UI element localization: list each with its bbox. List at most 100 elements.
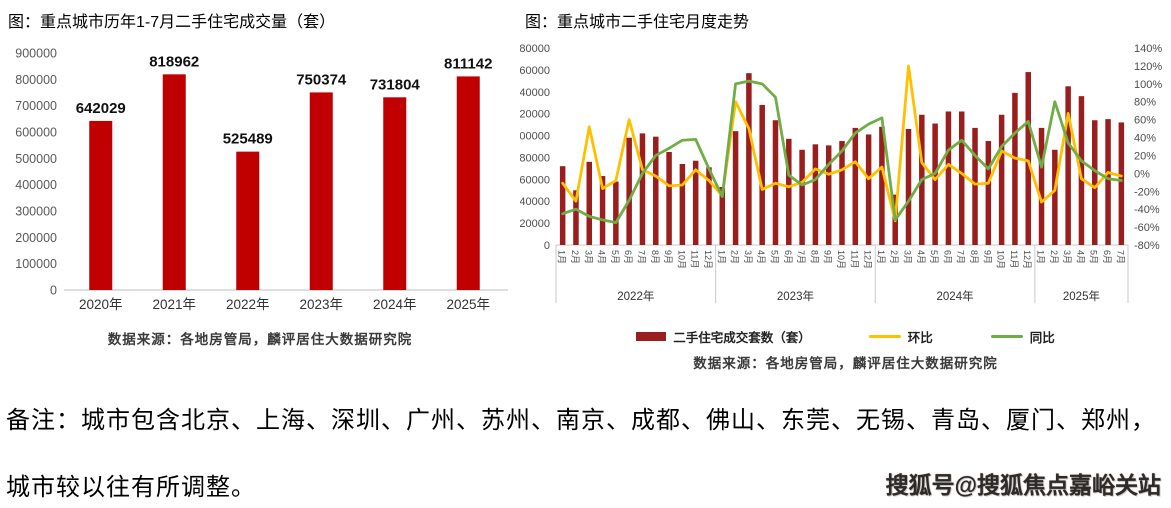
svg-text:80000: 80000 (520, 152, 550, 164)
legend-label-mom: 环比 (907, 331, 933, 345)
svg-text:11月: 11月 (849, 250, 859, 268)
monthly-trend-chart: 0 20000 40000 60000 80000 100000 120000 140000 1… (520, 43, 1162, 303)
svg-text:8月: 8月 (650, 250, 660, 264)
svg-text:2025年: 2025年 (446, 297, 490, 312)
svg-text:3月: 3月 (903, 250, 913, 264)
svg-text:1月: 1月 (876, 250, 886, 264)
svg-text:10月: 10月 (836, 250, 846, 269)
svg-text:2月: 2月 (1049, 250, 1059, 264)
svg-text:4月: 4月 (1075, 250, 1085, 264)
legend-label-yoy: 同比 (1029, 331, 1055, 345)
svg-text:2022年: 2022年 (617, 289, 654, 303)
svg-text:-20%: -20% (1134, 186, 1160, 198)
svg-text:140000: 140000 (520, 87, 550, 99)
svg-text:2023年: 2023年 (299, 297, 343, 312)
svg-text:7月: 7月 (1115, 250, 1125, 264)
svg-text:-80%: -80% (1134, 240, 1160, 252)
svg-text:100%: 100% (1134, 79, 1162, 91)
legend-mom-line-swatch (868, 334, 901, 339)
svg-text:9月: 9月 (663, 250, 673, 264)
svg-text:2022年: 2022年 (226, 297, 270, 312)
svg-text:10月: 10月 (676, 250, 686, 269)
svg-text:1月: 1月 (1036, 250, 1046, 264)
svg-text:900000: 900000 (15, 47, 57, 61)
svg-text:7月: 7月 (956, 250, 966, 264)
monthly-chart-legend: 二手住宅成交套数（套） 环比 同比 (520, 327, 1171, 346)
footnote-line-1: 备注：城市包含北京、上海、深圳、广州、苏州、南京、成都、佛山、东莞、无锡、青岛、… (6, 408, 1156, 434)
svg-text:800000: 800000 (15, 73, 57, 87)
svg-text:160000: 160000 (520, 65, 550, 77)
svg-text:4月: 4月 (916, 250, 926, 264)
annual-chart-title: 图：重点城市历年1-7月二手住宅成交量（套） (8, 14, 336, 31)
svg-text:7月: 7月 (796, 250, 806, 264)
svg-text:12月: 12月 (1022, 250, 1032, 269)
svg-text:642029: 642029 (76, 100, 126, 117)
svg-text:20%: 20% (1134, 150, 1156, 162)
svg-text:-60%: -60% (1134, 222, 1160, 234)
svg-text:12月: 12月 (703, 250, 713, 269)
svg-text:2020年: 2020年 (79, 297, 123, 312)
legend-yoy-line-swatch (990, 334, 1023, 339)
svg-text:40000: 40000 (520, 196, 550, 208)
svg-text:600000: 600000 (15, 126, 57, 140)
svg-text:2024年: 2024年 (937, 289, 974, 303)
svg-text:7月: 7月 (636, 250, 646, 264)
svg-text:140%: 140% (1134, 43, 1162, 55)
svg-text:300000: 300000 (15, 205, 57, 219)
svg-text:120000: 120000 (520, 109, 550, 121)
svg-text:5月: 5月 (1089, 250, 1099, 264)
svg-text:80%: 80% (1134, 97, 1156, 109)
svg-text:8月: 8月 (969, 250, 979, 264)
svg-text:0: 0 (50, 284, 57, 298)
svg-text:40%: 40% (1134, 133, 1156, 145)
svg-text:818962: 818962 (149, 53, 199, 70)
svg-text:11月: 11月 (690, 250, 700, 268)
svg-text:400000: 400000 (15, 178, 57, 192)
svg-text:60%: 60% (1134, 115, 1156, 127)
svg-text:60000: 60000 (520, 174, 550, 186)
svg-text:811142: 811142 (444, 55, 492, 72)
svg-text:3月: 3月 (583, 250, 593, 264)
legend-item-mom: 环比 (868, 327, 933, 346)
svg-text:11月: 11月 (1009, 250, 1019, 268)
annual-chart-source: 数据来源：各地房管局，麟评居住大数据研究院 (107, 332, 413, 347)
svg-text:120%: 120% (1134, 61, 1162, 73)
svg-text:100000: 100000 (15, 257, 57, 271)
svg-text:4月: 4月 (597, 250, 607, 264)
svg-text:750374: 750374 (296, 71, 347, 88)
svg-text:2025年: 2025年 (1063, 289, 1100, 303)
watermark-text: 搜狐号@搜狐焦点嘉峪关站 (885, 472, 1161, 498)
svg-text:180000: 180000 (520, 43, 550, 55)
svg-text:-40%: -40% (1134, 204, 1160, 216)
svg-text:700000: 700000 (15, 99, 57, 113)
svg-text:500000: 500000 (15, 152, 57, 166)
svg-text:2月: 2月 (889, 250, 899, 264)
svg-text:9月: 9月 (982, 250, 992, 264)
svg-text:2021年: 2021年 (152, 297, 196, 312)
svg-text:10月: 10月 (996, 250, 1006, 269)
monthly-chart-title: 图：重点城市二手住宅月度走势 (525, 14, 750, 31)
legend-item-yoy: 同比 (990, 327, 1055, 346)
svg-text:0: 0 (544, 240, 550, 252)
svg-text:2024年: 2024年 (373, 297, 417, 312)
svg-text:5月: 5月 (769, 250, 779, 264)
monthly-chart-source: 数据来源：各地房管局，麟评居住大数据研究院 (693, 356, 998, 371)
svg-text:2023年: 2023年 (777, 289, 814, 303)
annual-bar-chart: 0 100000 200000 300000 400000 500000 600000 700… (15, 47, 508, 312)
svg-text:4月: 4月 (756, 250, 766, 264)
svg-text:6月: 6月 (942, 250, 952, 264)
svg-text:5月: 5月 (610, 250, 620, 264)
legend-label-volume: 二手住宅成交套数（套） (673, 331, 811, 345)
svg-text:12月: 12月 (863, 250, 873, 269)
svg-text:1月: 1月 (716, 250, 726, 264)
svg-text:3月: 3月 (1062, 250, 1072, 264)
svg-text:1月: 1月 (557, 250, 567, 264)
svg-text:5月: 5月 (929, 250, 939, 264)
svg-text:6月: 6月 (1102, 250, 1112, 264)
svg-text:8月: 8月 (809, 250, 819, 264)
svg-text:6月: 6月 (623, 250, 633, 264)
svg-text:100000: 100000 (520, 131, 550, 143)
svg-text:6月: 6月 (783, 250, 793, 264)
svg-text:525489: 525489 (223, 131, 273, 148)
